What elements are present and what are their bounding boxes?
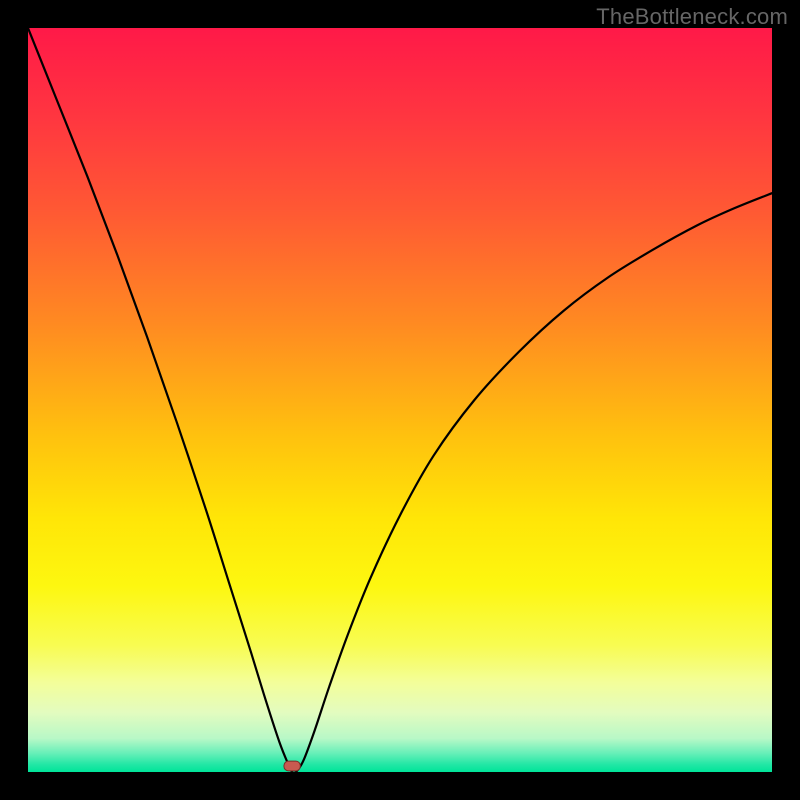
watermark-text: TheBottleneck.com xyxy=(596,4,788,30)
plot-area xyxy=(28,28,772,772)
gradient-background xyxy=(28,28,772,772)
minimum-marker xyxy=(284,761,300,771)
plot-svg xyxy=(28,28,772,772)
chart-frame: TheBottleneck.com xyxy=(0,0,800,800)
